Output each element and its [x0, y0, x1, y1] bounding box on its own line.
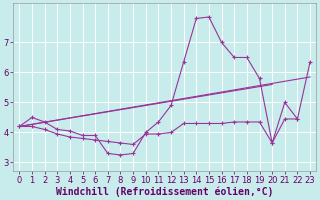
X-axis label: Windchill (Refroidissement éolien,°C): Windchill (Refroidissement éolien,°C) [56, 186, 273, 197]
